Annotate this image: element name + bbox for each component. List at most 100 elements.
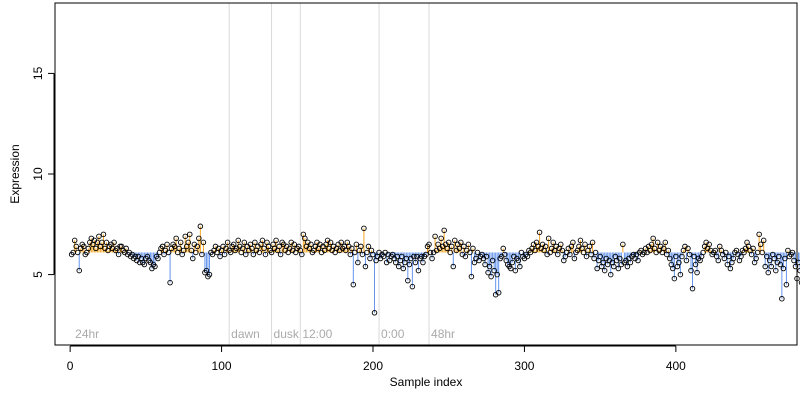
data-point [352,249,358,256]
data-point [582,241,588,248]
data-point [611,263,617,270]
data-point [367,255,373,262]
data-point [615,265,622,272]
data-point [753,255,759,262]
data-point [488,273,494,280]
data-point [165,249,172,256]
data-point [465,241,472,248]
data-point [676,259,682,266]
data-point [81,243,87,250]
data-point [206,271,213,278]
data-point [692,261,699,268]
data-point [196,235,202,242]
data-point [748,251,755,258]
data-point [406,261,413,268]
data-point [689,285,696,292]
plot-frame [54,2,798,346]
x-tick-label: 300 [514,359,534,373]
data-point [262,251,269,258]
data-point [321,247,328,254]
phase-label: dusk [274,327,300,341]
data-point [432,233,438,240]
phase-label: 12:00 [302,327,332,341]
data-point [683,257,690,264]
data-point [771,255,778,262]
data-point [542,243,549,250]
data-point [467,249,473,256]
data-point [508,265,514,272]
data-point [342,247,349,254]
data-point [559,247,566,254]
data-point [797,267,800,274]
data-point [361,225,367,232]
data-point [224,239,231,246]
data-point [726,253,732,260]
data-point [679,253,685,260]
data-point [347,251,354,258]
data-point [400,265,407,272]
data-point [485,269,491,276]
data-point [591,255,597,262]
data-point [362,263,369,270]
data-point [694,269,700,276]
data-point [452,237,458,244]
data-point [723,249,729,256]
data-point [545,235,552,242]
data-point [782,255,788,262]
data-point [635,257,641,264]
data-point [73,243,79,250]
data-point [173,235,179,242]
data-point [624,263,631,270]
data-point [93,245,99,252]
data-point [768,263,775,270]
data-point [648,241,655,248]
data-point [461,243,467,250]
data-point [554,251,561,258]
data-point [779,295,785,302]
data-point [654,239,661,246]
data-point [291,241,298,248]
phase-label: 24hr [75,327,99,341]
x-tick-label: 0 [67,359,74,373]
data-point [773,267,779,274]
data-point [235,237,241,244]
data-point [671,275,678,282]
data-point [200,239,207,246]
data-point [780,265,787,272]
data-point [792,263,799,270]
data-point [721,255,728,262]
data-point [783,281,790,288]
data-point [159,243,166,250]
data-point [583,253,590,260]
data-point [420,259,426,266]
data-point [276,243,282,250]
data-point [617,255,623,262]
stem-lines [71,226,800,313]
data-point [217,253,223,260]
data-point [302,235,308,242]
data-point [409,283,416,290]
x-tick-label: 400 [666,359,686,373]
data-point [74,249,81,256]
data-point [141,261,148,268]
x-tick-label: 200 [363,359,383,373]
data-point [483,253,490,260]
data-point [445,239,452,246]
data-point [423,251,429,258]
data-point [152,263,158,270]
data-point [441,227,447,234]
data-point [273,237,279,244]
data-point [111,239,117,246]
y-tick-label: 10 [31,167,45,181]
data-point [715,257,722,264]
data-point [350,281,357,288]
phase-labels: 24hr dawn dusk 12:00 0:00 48hr [75,327,455,341]
data-point [418,253,425,260]
data-point [447,249,453,256]
data-point [370,251,376,258]
data-point [392,259,399,266]
data-point [620,241,626,248]
data-point [240,245,246,252]
